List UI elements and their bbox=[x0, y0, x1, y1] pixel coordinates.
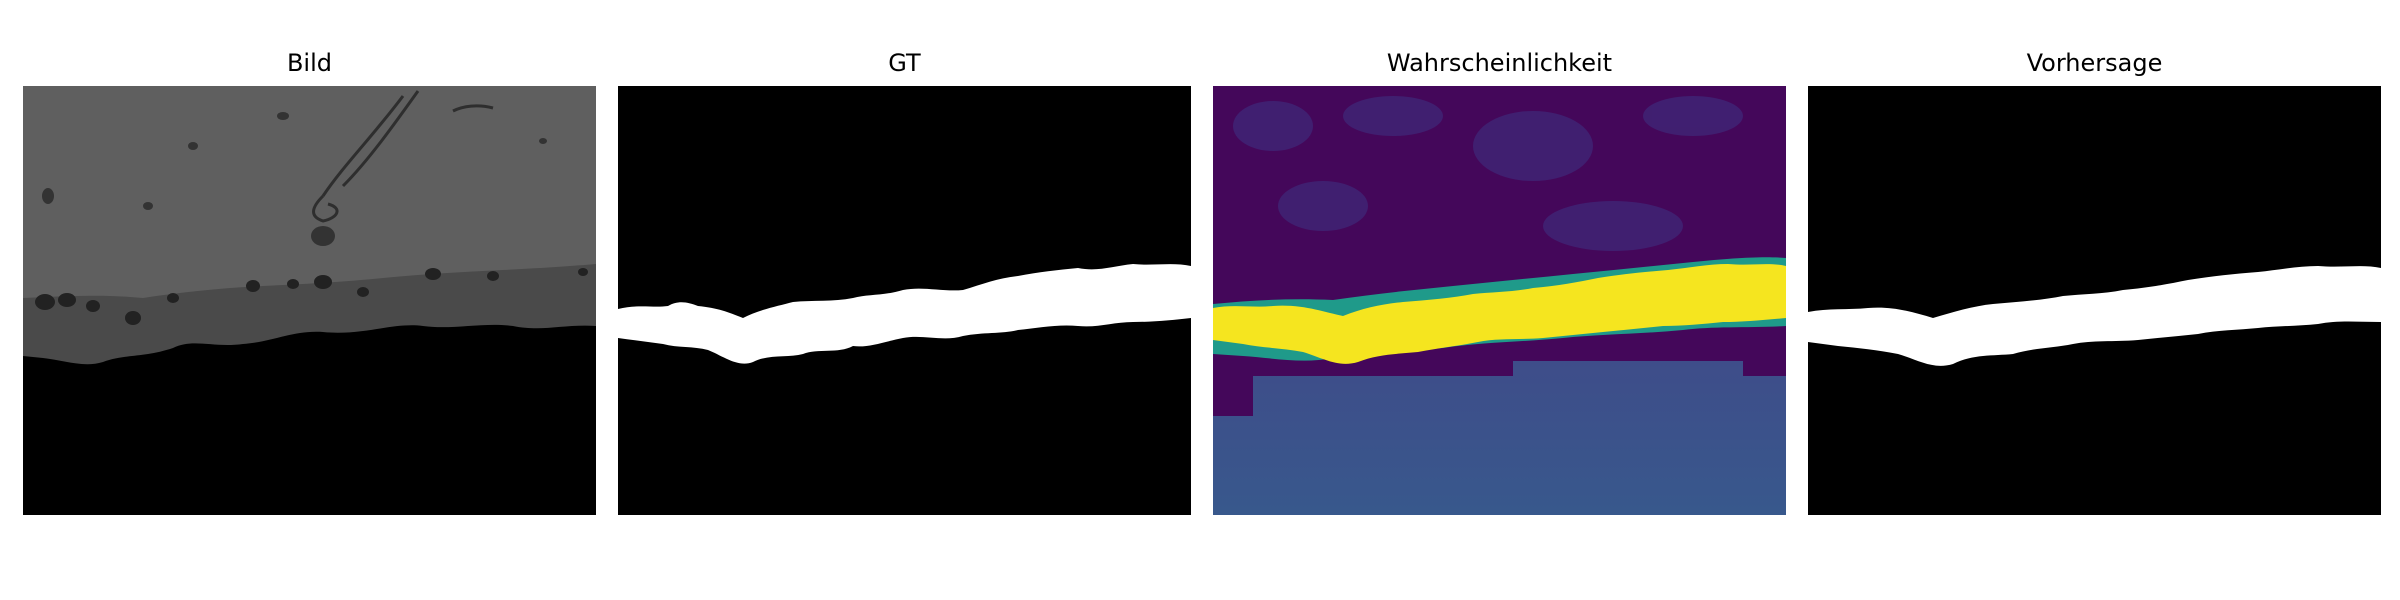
panel-title-wahrscheinlichkeit: Wahrscheinlichkeit bbox=[1386, 49, 1613, 77]
panel-vorhersage: Vorhersage bbox=[1808, 0, 2381, 600]
image-vorhersage bbox=[1808, 86, 2381, 515]
image-bild bbox=[23, 86, 596, 515]
panel-wahrscheinlichkeit: Wahrscheinlichkeit bbox=[1213, 0, 1786, 600]
panel-title-vorhersage: Vorhersage bbox=[2026, 49, 2163, 77]
panel-gt: GT bbox=[618, 0, 1191, 600]
panel-title-bild: Bild bbox=[286, 49, 333, 77]
image-wahrscheinlichkeit bbox=[1213, 86, 1786, 515]
image-gt bbox=[618, 86, 1191, 515]
panel-bild: Bild bbox=[23, 0, 596, 600]
panel-title-gt: GT bbox=[888, 49, 921, 77]
